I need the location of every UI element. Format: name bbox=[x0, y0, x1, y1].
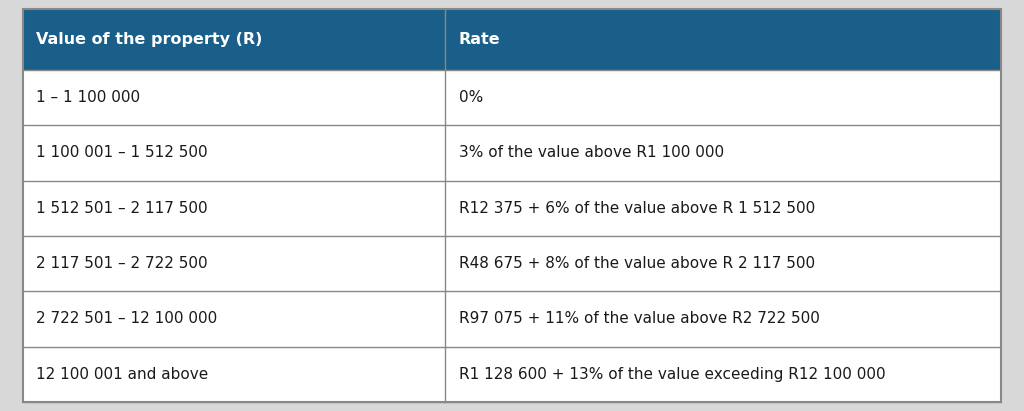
Text: R97 075 + 11% of the value above R2 722 500: R97 075 + 11% of the value above R2 722 … bbox=[459, 312, 819, 326]
Text: 0%: 0% bbox=[459, 90, 483, 105]
Text: 1 512 501 – 2 117 500: 1 512 501 – 2 117 500 bbox=[36, 201, 208, 216]
Text: R48 675 + 8% of the value above R 2 117 500: R48 675 + 8% of the value above R 2 117 … bbox=[459, 256, 815, 271]
Text: Rate: Rate bbox=[459, 32, 501, 47]
Text: 12 100 001 and above: 12 100 001 and above bbox=[36, 367, 208, 382]
Bar bbox=[23, 9, 1001, 70]
Text: Value of the property (R): Value of the property (R) bbox=[36, 32, 262, 47]
Text: 1 – 1 100 000: 1 – 1 100 000 bbox=[36, 90, 140, 105]
Text: R12 375 + 6% of the value above R 1 512 500: R12 375 + 6% of the value above R 1 512 … bbox=[459, 201, 815, 216]
Text: 2 117 501 – 2 722 500: 2 117 501 – 2 722 500 bbox=[36, 256, 208, 271]
Text: 1 100 001 – 1 512 500: 1 100 001 – 1 512 500 bbox=[36, 145, 208, 160]
Text: 2 722 501 – 12 100 000: 2 722 501 – 12 100 000 bbox=[36, 312, 217, 326]
Text: R1 128 600 + 13% of the value exceeding R12 100 000: R1 128 600 + 13% of the value exceeding … bbox=[459, 367, 886, 382]
Text: 3% of the value above R1 100 000: 3% of the value above R1 100 000 bbox=[459, 145, 724, 160]
